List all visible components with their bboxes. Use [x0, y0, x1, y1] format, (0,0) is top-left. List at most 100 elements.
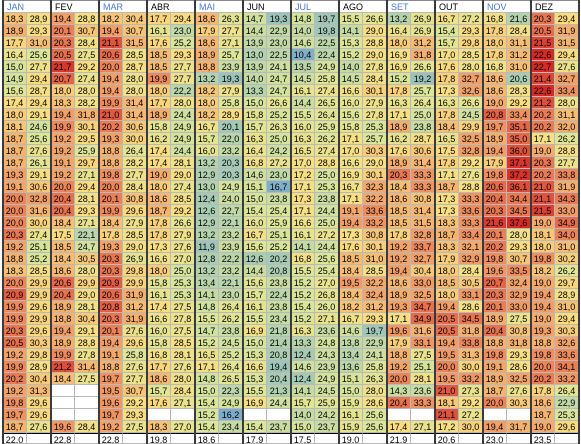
max-temp-cell[interactable]: 28,8: [75, 13, 99, 25]
max-temp-cell[interactable]: 22,4: [267, 289, 291, 301]
max-temp-cell[interactable]: 31,5: [123, 37, 147, 49]
min-temp-cell[interactable]: 19,2: [387, 241, 411, 253]
max-temp-cell[interactable]: 29,5: [75, 133, 99, 145]
min-temp-cell[interactable]: 18,4: [99, 217, 123, 229]
min-temp-cell[interactable]: 17,6: [339, 241, 363, 253]
max-temp-cell[interactable]: 23,6: [411, 385, 435, 397]
max-temp-cell[interactable]: 28,4: [507, 25, 531, 37]
max-temp-cell[interactable]: 23,0: [267, 169, 291, 181]
max-temp-cell[interactable]: 28,5: [123, 229, 147, 241]
min-temp-cell[interactable]: 19,9: [51, 121, 75, 133]
blank-cell[interactable]: [171, 409, 195, 421]
min-temp-cell[interactable]: 18,0: [147, 85, 171, 97]
min-temp-cell[interactable]: 13,2: [195, 73, 219, 85]
min-temp-cell[interactable]: 18,1: [531, 229, 555, 241]
min-temp-cell[interactable]: 18,3: [3, 265, 27, 277]
min-temp-cell[interactable]: 18,8: [99, 361, 123, 373]
max-temp-cell[interactable]: 30,4: [75, 313, 99, 325]
min-temp-cell[interactable]: 20,3: [387, 169, 411, 181]
min-temp-cell[interactable]: 19,7: [483, 121, 507, 133]
min-temp-cell[interactable]: 15,2: [195, 337, 219, 349]
blank-cell[interactable]: [243, 409, 267, 421]
min-temp-cell[interactable]: 15,0: [243, 193, 267, 205]
max-temp-cell[interactable]: 23,7: [267, 421, 291, 433]
min-temp-cell[interactable]: 16,5: [291, 145, 315, 157]
min-temp-cell[interactable]: 17,4: [147, 157, 171, 169]
max-temp-cell[interactable]: 24,4: [267, 397, 291, 409]
min-temp-cell[interactable]: 14,8: [195, 301, 219, 313]
min-temp-cell[interactable]: 14,7: [243, 13, 267, 25]
min-temp-cell[interactable]: 15,2: [291, 313, 315, 325]
max-temp-cell[interactable]: 26,4: [315, 109, 339, 121]
min-temp-cell[interactable]: 19,0: [531, 217, 555, 229]
min-temp-cell[interactable]: 14,3: [387, 385, 411, 397]
min-temp-cell[interactable]: 15,3: [243, 349, 267, 361]
min-temp-cell[interactable]: 18,5: [387, 205, 411, 217]
max-temp-cell[interactable]: 27,2: [459, 13, 483, 25]
max-temp-cell[interactable]: 16,7: [267, 181, 291, 193]
min-temp-cell[interactable]: 19,6: [387, 325, 411, 337]
min-temp-cell[interactable]: 21,0: [435, 385, 459, 397]
max-temp-cell[interactable]: 29,3: [171, 49, 195, 61]
max-temp-cell[interactable]: 25,4: [315, 265, 339, 277]
min-temp-cell[interactable]: 19,8: [483, 169, 507, 181]
min-temp-cell[interactable]: 18,7: [3, 157, 27, 169]
min-temp-cell[interactable]: 20,1: [99, 193, 123, 205]
min-temp-cell[interactable]: 18,6: [147, 193, 171, 205]
monthly-average-cell[interactable]: 17,5: [291, 433, 315, 444]
max-temp-cell[interactable]: 23,8: [267, 193, 291, 205]
min-temp-cell[interactable]: 20,9: [99, 277, 123, 289]
max-temp-cell[interactable]: 25,6: [27, 133, 51, 145]
min-temp-cell[interactable]: 20,6: [51, 277, 75, 289]
blank-cell[interactable]: [483, 409, 507, 421]
min-temp-cell[interactable]: 21,1: [531, 193, 555, 205]
min-temp-cell[interactable]: 19,0: [531, 313, 555, 325]
min-temp-cell[interactable]: 17,8: [435, 157, 459, 169]
min-temp-cell[interactable]: 17,8: [387, 85, 411, 97]
max-temp-cell[interactable]: 19,2: [411, 73, 435, 85]
max-temp-cell[interactable]: 21,4: [267, 337, 291, 349]
min-temp-cell[interactable]: 19,3: [3, 169, 27, 181]
max-temp-cell[interactable]: 19,3: [267, 13, 291, 25]
max-temp-cell[interactable]: 34,3: [555, 193, 579, 205]
min-temp-cell[interactable]: 19,2: [99, 421, 123, 433]
min-temp-cell[interactable]: 15,5: [291, 109, 315, 121]
blank-cell[interactable]: [411, 433, 435, 444]
min-temp-cell[interactable]: 18,1: [3, 121, 27, 133]
max-temp-cell[interactable]: 20,3: [219, 157, 243, 169]
month-header-set[interactable]: SET: [387, 0, 435, 13]
min-temp-cell[interactable]: 19,1: [3, 181, 27, 193]
min-temp-cell[interactable]: 18,5: [387, 217, 411, 229]
min-temp-cell[interactable]: 16,3: [387, 97, 411, 109]
max-temp-cell[interactable]: 28,3: [507, 85, 531, 97]
min-temp-cell[interactable]: 16,4: [243, 145, 267, 157]
min-temp-cell[interactable]: 13,0: [195, 181, 219, 193]
max-temp-cell[interactable]: 28,5: [363, 265, 387, 277]
min-temp-cell[interactable]: 13,5: [291, 61, 315, 73]
min-temp-cell[interactable]: 19,2: [51, 169, 75, 181]
min-temp-cell[interactable]: 17,0: [339, 145, 363, 157]
min-temp-cell[interactable]: 18,9: [483, 373, 507, 385]
min-temp-cell[interactable]: 19,5: [99, 385, 123, 397]
min-temp-cell[interactable]: 18,9: [51, 301, 75, 313]
min-temp-cell[interactable]: 19,1: [99, 349, 123, 361]
min-temp-cell[interactable]: 20,3: [51, 37, 75, 49]
min-temp-cell[interactable]: 19,4: [99, 85, 123, 97]
max-temp-cell[interactable]: 21,3: [267, 385, 291, 397]
min-temp-cell[interactable]: 18,6: [483, 85, 507, 97]
max-temp-cell[interactable]: 31,9: [123, 313, 147, 325]
min-temp-cell[interactable]: 18,0: [147, 265, 171, 277]
max-temp-cell[interactable]: 29,9: [27, 277, 51, 289]
max-temp-cell[interactable]: 25,0: [315, 169, 339, 181]
min-temp-cell[interactable]: 16,8: [243, 157, 267, 169]
min-temp-cell[interactable]: 17,3: [435, 205, 459, 217]
min-temp-cell[interactable]: 15,2: [387, 73, 411, 85]
max-temp-cell[interactable]: 27,9: [171, 229, 195, 241]
min-temp-cell[interactable]: 21,0: [531, 181, 555, 193]
min-temp-cell[interactable]: 16,0: [243, 217, 267, 229]
max-temp-cell[interactable]: 27,6: [459, 169, 483, 181]
max-temp-cell[interactable]: 34,1: [555, 361, 579, 373]
min-temp-cell[interactable]: 16,7: [435, 13, 459, 25]
min-temp-cell[interactable]: 16,0: [339, 97, 363, 109]
max-temp-cell[interactable]: 32,2: [363, 277, 387, 289]
